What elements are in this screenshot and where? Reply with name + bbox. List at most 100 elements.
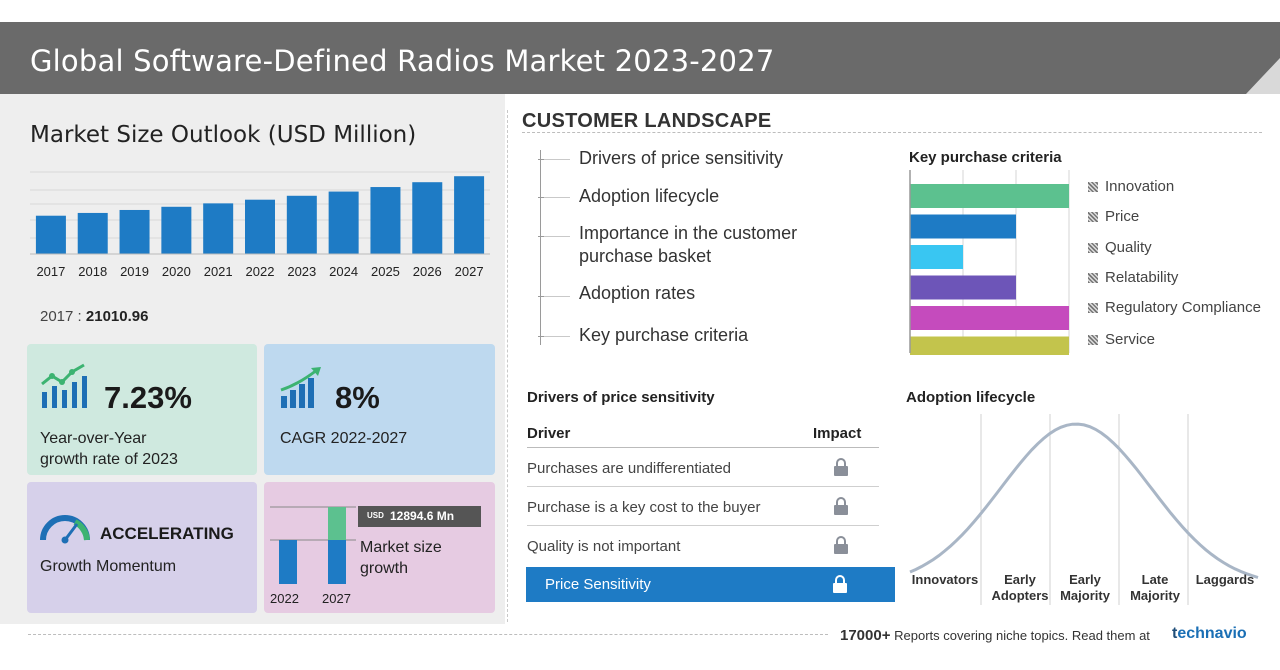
x-tick-label: 2023: [287, 264, 316, 279]
cl-item-kpc: Key purchase criteria: [579, 325, 749, 345]
bar-2017: [35, 215, 66, 254]
legend-label: Innovation: [1105, 178, 1175, 195]
header-banner: Global Software-Defined Radios Market 20…: [0, 22, 1280, 94]
bar-2025: [370, 187, 401, 254]
cl-item-importance-line2: purchase basket: [579, 246, 712, 266]
drivers-header-rule: [527, 447, 879, 448]
x-tick-label: 2020: [162, 264, 191, 279]
growth-badge-value: 12894.6 Mn: [390, 509, 455, 523]
growth-chart-icon: [41, 363, 87, 408]
bar-2021: [203, 203, 234, 254]
x-tick-label: 2024: [329, 264, 358, 279]
cagr-card: 8% CAGR 2022-2027: [264, 344, 495, 475]
bar-2018: [77, 212, 108, 254]
kpc-bar-relatability: [910, 275, 1016, 300]
technavio-logo[interactable]: technavio: [1172, 625, 1247, 643]
bell-curve: [909, 422, 1259, 579]
market-size-title: Market Size Outlook (USD Million): [30, 122, 417, 148]
growth-badge-currency: USD: [367, 511, 384, 520]
customer-landscape-timeline: [540, 150, 541, 345]
panel-divider: [507, 110, 508, 622]
x-tick-label: 2026: [413, 264, 442, 279]
kpc-bar-service: [910, 336, 1069, 355]
kpc-legend-quality: Quality: [1088, 239, 1152, 256]
drivers-row: Purchases are undifferentiated: [527, 449, 879, 487]
kpc-bar-chart: [909, 170, 1070, 355]
market-growth-card: 2022 2027 USD 12894.6 Mn Market size gro…: [264, 482, 495, 613]
kpc-bar-quality: [910, 245, 963, 269]
timeline-connector: [544, 296, 570, 297]
drivers-col-impact: Impact: [813, 425, 862, 442]
drivers-row: Quality is not important: [527, 527, 879, 565]
momentum-card: ACCELERATING Growth Momentum: [27, 482, 257, 613]
yoy-label: Year-over-Year growth rate of 2023: [40, 428, 178, 470]
driver-text: Purchase is a key cost to the buyer: [527, 499, 761, 516]
kpc-legend-regulatory: Regulatory Compliance: [1088, 299, 1261, 316]
timeline-connector: [544, 197, 570, 198]
yoy-label-line2: growth rate of 2023: [40, 451, 178, 468]
kpc-title: Key purchase criteria: [909, 149, 1062, 166]
adoption-label-innovators: Innovators: [910, 572, 980, 588]
base-year-label: 2017 :: [40, 308, 82, 325]
growth-value-badge: USD 12894.6 Mn: [358, 506, 481, 527]
bar-2020: [161, 206, 192, 254]
drivers-row: Purchase is a key cost to the buyer: [527, 488, 879, 526]
legend-marker: [1088, 243, 1098, 253]
trend-up-icon: [280, 367, 321, 408]
kpc-legend-service: Service: [1088, 331, 1155, 348]
adoption-label-line2: Laggards: [1195, 572, 1255, 587]
growth-label-line1: Market size: [360, 539, 442, 556]
adoption-label-line2: Adopters: [991, 588, 1049, 603]
timeline-connector: [544, 159, 570, 160]
adoption-label-line1: Early: [1004, 572, 1036, 587]
momentum-label: Growth Momentum: [40, 558, 177, 575]
yoy-label-line1: Year-over-Year: [40, 430, 147, 447]
cl-item-adoption-lifecycle: Adoption lifecycle: [579, 186, 720, 206]
x-tick-label: 2019: [120, 264, 149, 279]
footer-rule: [28, 634, 828, 635]
bar-2026: [412, 182, 443, 254]
lock-icon: [834, 536, 848, 554]
brand-t: t: [1172, 625, 1178, 642]
bar-2023: [286, 195, 317, 254]
legend-marker: [1088, 303, 1098, 313]
kpc-bar-innovation: [910, 184, 1069, 208]
legend-label: Regulatory Compliance: [1105, 299, 1261, 316]
adoption-label-line2: Majority: [1130, 588, 1180, 603]
x-tick-label: 2017: [36, 264, 65, 279]
adoption-label-line1: Late: [1141, 572, 1169, 587]
footer-desc: Reports covering niche topics. Read them…: [894, 628, 1150, 643]
timeline-connector: [544, 336, 570, 337]
driver-text: Purchases are undifferentiated: [527, 460, 732, 477]
yoy-value: 7.23%: [104, 380, 192, 415]
drivers-col-driver: Driver: [527, 425, 571, 442]
adoption-label-line2: Innovators: [911, 572, 979, 587]
x-tick-label: 2021: [204, 264, 233, 279]
price-sensitivity-bar: Price Sensitivity: [526, 567, 895, 602]
adoption-label-laggards: Laggards: [1190, 572, 1260, 588]
legend-label: Relatability: [1105, 269, 1179, 286]
bar-2024: [328, 191, 359, 254]
cl-item-importance: Importance in the customer purchase bask…: [579, 222, 797, 268]
adoption-label-early-majority: Early Majority: [1050, 572, 1120, 604]
lock-icon: [834, 458, 848, 476]
kpc-legend-innovation: Innovation: [1088, 178, 1174, 195]
brand-rest: echnavio: [1177, 625, 1247, 642]
growth-comparison-icon: [270, 506, 356, 584]
lock-icon: [834, 497, 848, 515]
cagr-value: 8%: [335, 380, 380, 415]
cl-item-importance-line1: Importance in the customer: [579, 223, 798, 243]
adoption-label-early-adopters: Early Adopters: [985, 572, 1055, 604]
price-sensitivity-label: Price Sensitivity: [545, 576, 651, 593]
growth-label-line2: growth: [360, 560, 409, 577]
kpc-bar-regulatory-compliance: [910, 306, 1069, 330]
kpc-legend-relatability: Relatability: [1088, 269, 1178, 286]
legend-marker: [1088, 212, 1098, 222]
timeline-tick: [538, 296, 544, 297]
bar-2022: [245, 199, 275, 254]
legend-label: Service: [1105, 331, 1156, 348]
timeline-connector: [544, 236, 570, 237]
kpc-bar-price: [910, 214, 1016, 239]
x-tick-label: 2022: [246, 264, 275, 279]
lock-icon: [833, 575, 847, 593]
